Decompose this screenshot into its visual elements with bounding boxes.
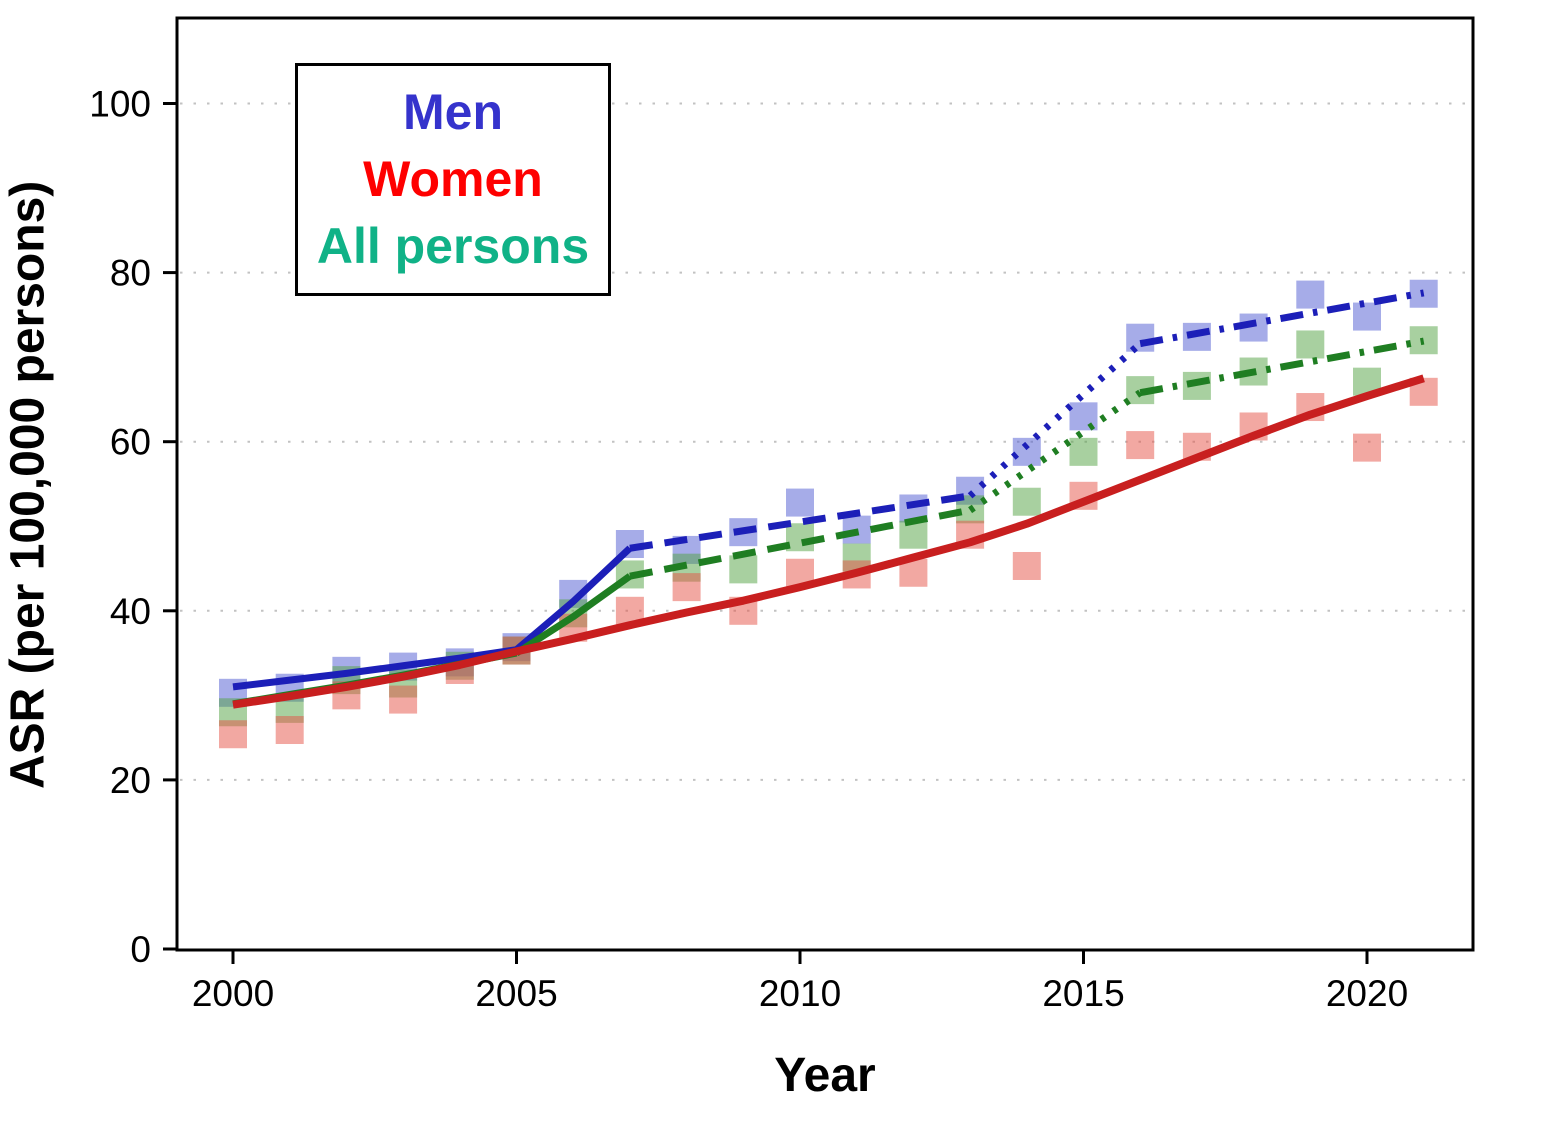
trend-men-dotted [967, 341, 1143, 499]
marker-all-persons-2015 [1069, 437, 1098, 466]
marker-all-persons-2012 [899, 520, 928, 549]
trend-men-solid [514, 545, 633, 653]
marker-men-2016 [1126, 323, 1155, 352]
y-tick-label: 80 [110, 253, 151, 294]
x-tick-label: 2005 [475, 973, 557, 1014]
y-tick-label: 20 [110, 760, 151, 801]
legend-entry-all-persons: All persons [316, 218, 590, 274]
y-tick-label: 60 [110, 422, 151, 463]
trend-women-solid [232, 374, 1425, 709]
marker-all-persons-2009 [729, 555, 758, 584]
x-tick-label: 2010 [759, 973, 841, 1014]
plot-border [175, 16, 1475, 952]
marker-men-2019 [1296, 280, 1325, 309]
y-tick-label: 40 [110, 591, 151, 632]
x-tick-label: 2000 [192, 973, 274, 1014]
trend-men-solid [232, 646, 518, 691]
marker-women-2020 [1353, 433, 1381, 462]
y-tick-label: 0 [130, 929, 151, 970]
marker-all-persons-2010 [786, 523, 814, 552]
marker-women-2001 [275, 716, 304, 745]
marker-women-2008 [672, 573, 701, 602]
marker-men-2010 [786, 488, 814, 517]
marker-all-persons-2014 [1012, 487, 1041, 516]
trend-men-dashdot [1139, 289, 1425, 348]
marker-all-persons-2021 [1409, 326, 1438, 355]
x-axis-title: Year [774, 1049, 876, 1102]
trend-all-persons-dashdot [1139, 337, 1425, 397]
y-axis-title: ASR (per 100,000 persons) [1, 180, 55, 790]
marker-women-2016 [1126, 431, 1155, 460]
marker-women-2003 [389, 685, 418, 714]
marker-men-2020 [1353, 302, 1381, 331]
marker-all-persons-2019 [1296, 330, 1325, 359]
legend-entry-women: Women [363, 151, 543, 207]
x-tick-label: 2015 [1042, 973, 1124, 1014]
marker-women-2014 [1012, 551, 1041, 580]
marker-women-2000 [219, 720, 247, 749]
trend-all-persons-dotted [968, 389, 1143, 514]
trend-men-dashed [629, 492, 971, 552]
marker-men-2014 [1012, 437, 1041, 466]
chart-legend: Men Women All persons [295, 63, 611, 296]
trend-all-persons-dashed [629, 506, 971, 580]
x-tick-label: 2020 [1326, 973, 1408, 1014]
legend-entry-men: Men [403, 84, 503, 140]
y-tick-label: 100 [89, 84, 151, 125]
trend-all-persons-solid [514, 573, 632, 657]
